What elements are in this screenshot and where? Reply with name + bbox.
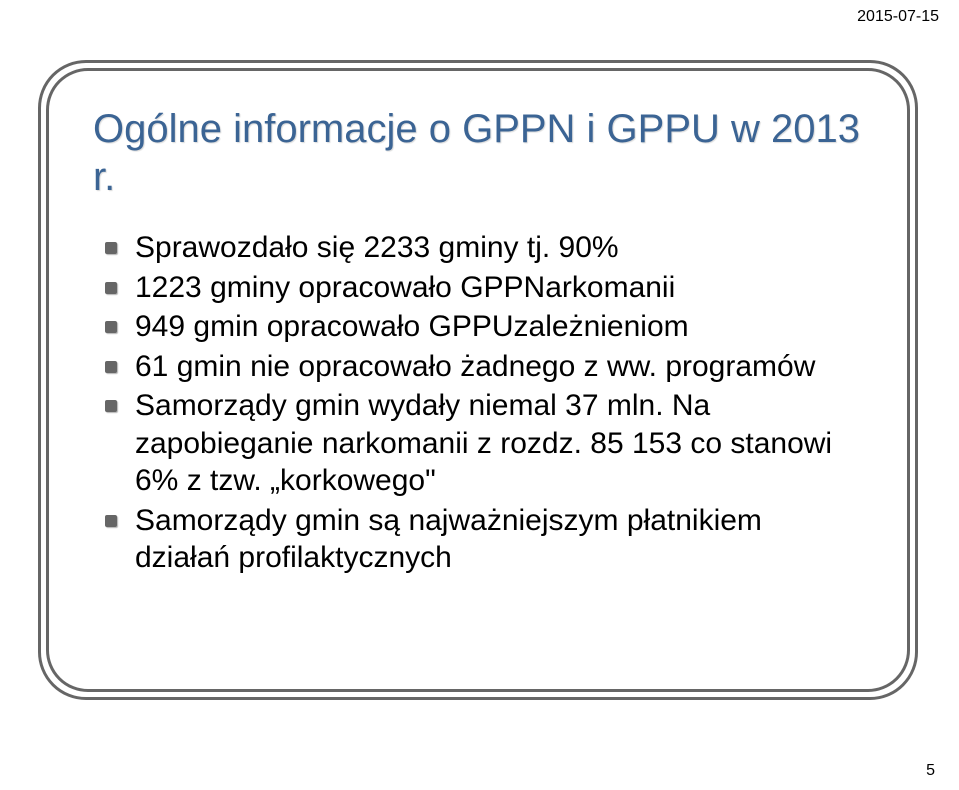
slide-frame-inner: Ogólne informacje o GPPN i GPPU w 2013 r… [46,68,910,692]
date-stamp: 2015-07-15 [857,8,939,26]
list-item: 949 gmin opracowało GPPUzależnieniom [101,308,863,346]
slide-title: Ogólne informacje o GPPN i GPPU w 2013 r… [93,105,863,201]
list-item: Samorządy gmin wydały niemal 37 mln. Na … [101,387,863,500]
page-number: 5 [926,762,935,780]
bullet-list: Sprawozdało się 2233 gminy tj. 90% 1223 … [93,229,863,577]
list-item: Samorządy gmin są najważniejszym płatnik… [101,502,863,577]
slide-frame-outer: Ogólne informacje o GPPN i GPPU w 2013 r… [38,60,918,700]
list-item: Sprawozdało się 2233 gminy tj. 90% [101,229,863,267]
list-item: 1223 gminy opracowało GPPNarkomanii [101,269,863,307]
list-item: 61 gmin nie opracowało żadnego z ww. pro… [101,348,863,386]
